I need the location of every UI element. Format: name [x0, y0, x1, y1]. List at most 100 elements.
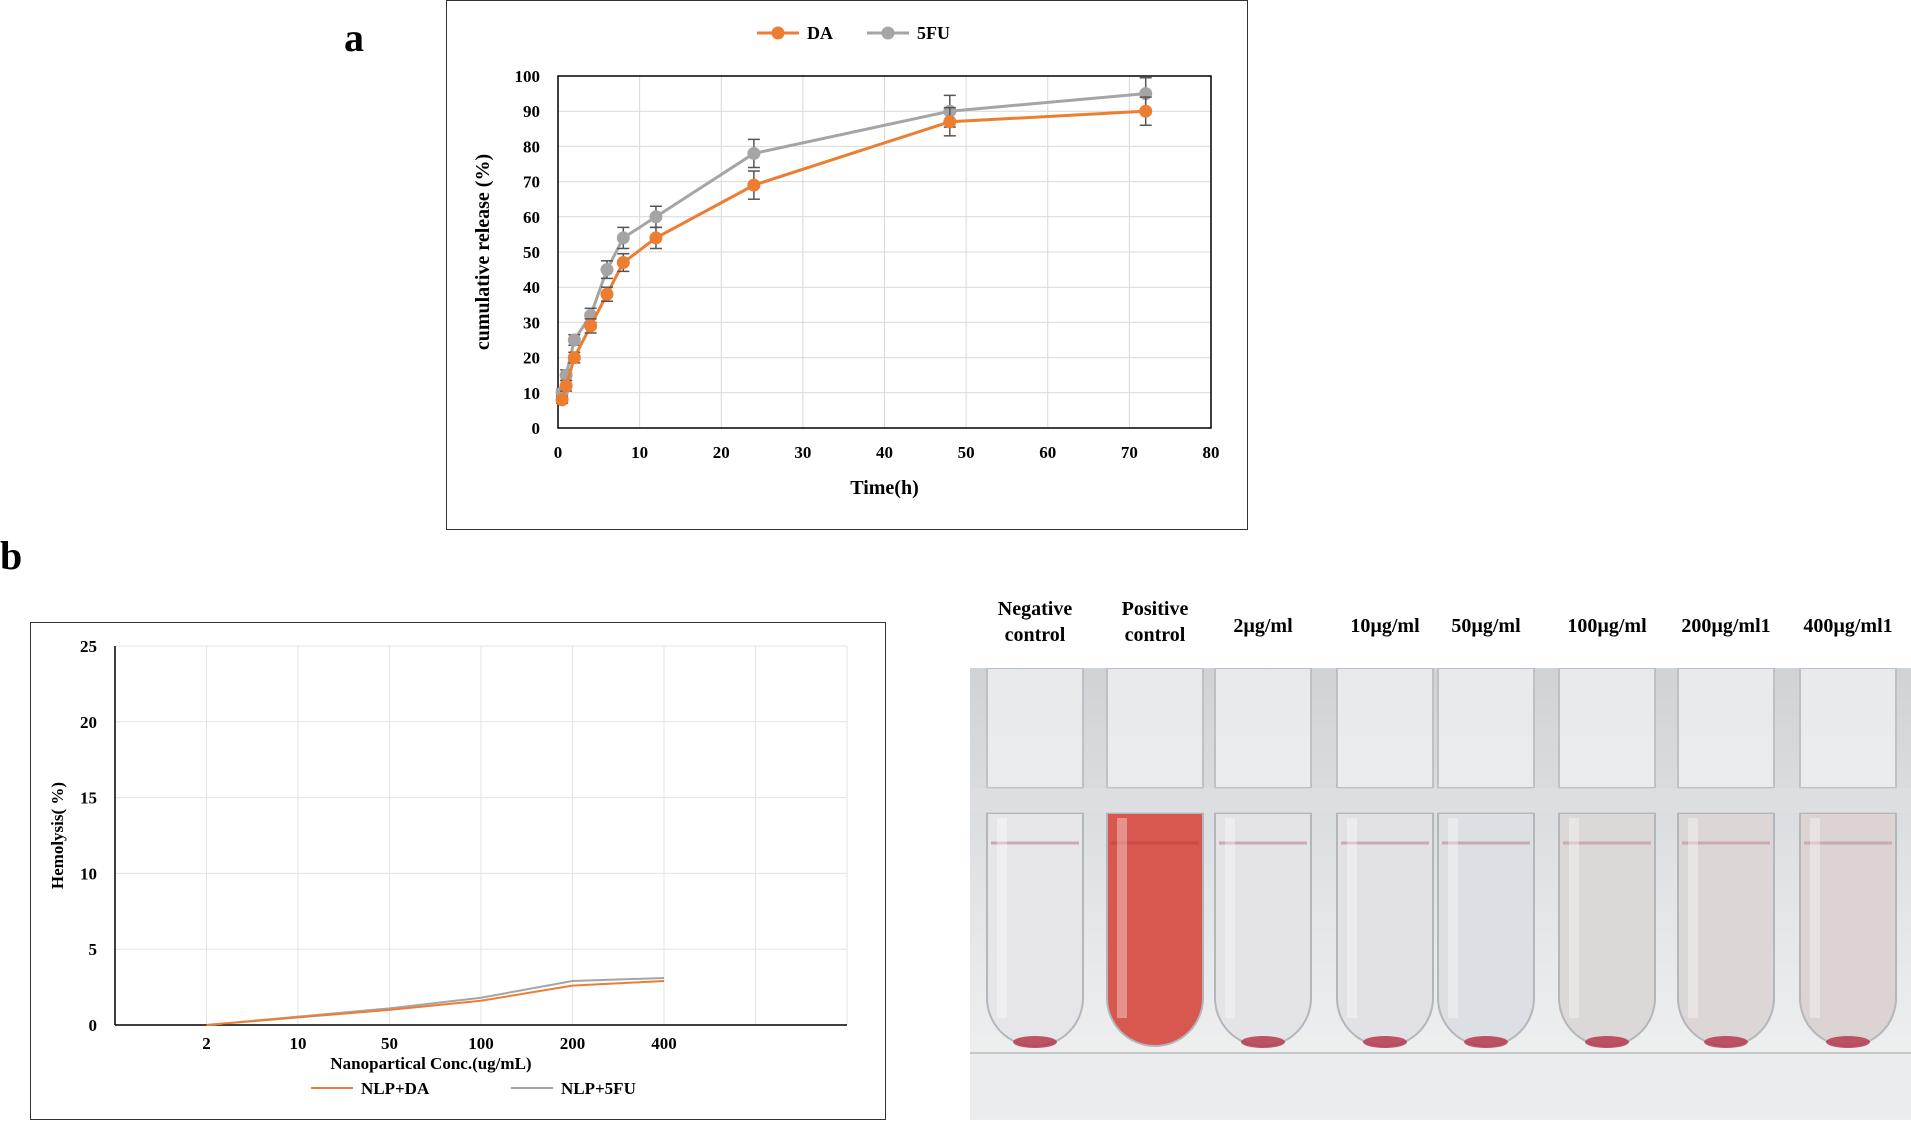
glass-highlight — [1688, 818, 1698, 1018]
data-point — [747, 178, 761, 192]
x-axis-title: Nanopartical Conc.(ug/mL) — [330, 1054, 531, 1073]
y-tick-label: 10 — [80, 864, 97, 883]
rbc-pellet — [1464, 1036, 1508, 1048]
tube-glass-top — [1799, 668, 1897, 789]
x-tick-label: 100 — [468, 1034, 494, 1053]
x-tick-label: 10 — [631, 443, 648, 462]
glass-highlight — [1448, 818, 1458, 1018]
legend-label: DA — [807, 23, 833, 43]
series-5fu — [555, 77, 1153, 400]
data-point — [555, 393, 569, 407]
x-tick-label: 200 — [560, 1034, 586, 1053]
x-tick-label: 60 — [1039, 443, 1056, 462]
glass-highlight — [1225, 818, 1235, 1018]
chart-a-frame: 0 10 20 30 40 50 60 70 80 0 10 20 30 40 50 60 70 80 90 100 T… — [446, 0, 1248, 530]
y-tick-label: 15 — [80, 789, 97, 808]
test-tube — [1437, 668, 1535, 1048]
data-point — [584, 319, 598, 333]
test-tube — [1214, 668, 1312, 1048]
glass-highlight — [997, 818, 1007, 1018]
y-tick-label: 10 — [523, 384, 540, 403]
tube-label: 2µg/ml — [1233, 615, 1293, 637]
data-point — [567, 333, 581, 347]
data-point — [559, 379, 573, 393]
chart-a: 0 10 20 30 40 50 60 70 80 0 10 20 30 40 50 60 70 80 90 100 T… — [472, 23, 1220, 499]
y-axis-title: Hemolysis( %) — [48, 782, 67, 889]
tube-label: 10µg/ml — [1350, 615, 1420, 637]
x-tick-label: 80 — [1203, 443, 1220, 462]
rbc-pellet — [1013, 1036, 1057, 1048]
legend-marker — [771, 26, 785, 40]
test-tube — [1336, 668, 1434, 1048]
data-point — [616, 231, 630, 245]
tube-label: 50µg/ml — [1451, 615, 1521, 637]
glass-highlight — [1347, 818, 1357, 1018]
data-point — [600, 263, 614, 277]
glass-highlight — [1569, 818, 1579, 1018]
test-tube — [1799, 668, 1897, 1048]
test-tube — [1106, 668, 1204, 1047]
tube-label: Negative control — [997, 598, 1073, 646]
y-tick-label: 0 — [532, 419, 541, 438]
tube-liquid — [1106, 812, 1204, 1047]
tube-glass-top — [1677, 668, 1775, 789]
x-tick-label: 70 — [1121, 443, 1138, 462]
data-point — [943, 115, 957, 129]
legend: DA 5FU — [757, 23, 950, 43]
panel-a-label: a — [344, 15, 364, 60]
x-tick-label: 40 — [876, 443, 893, 462]
y-tick-label: 60 — [523, 208, 540, 227]
test-tube — [986, 668, 1084, 1048]
tube-glass-top — [986, 668, 1084, 789]
series-line — [560, 109, 1146, 401]
rack-top-bar — [970, 788, 1911, 813]
legend-label: NLP+DA — [361, 1079, 430, 1098]
rbc-pellet — [1585, 1036, 1629, 1048]
y-tick-label: 20 — [80, 713, 97, 732]
rbc-pellet — [1241, 1036, 1285, 1048]
x-tick-label: 50 — [381, 1034, 398, 1053]
tube-label: 100µg/ml — [1567, 615, 1647, 637]
data-point — [616, 256, 630, 270]
y-tick-label: 20 — [523, 349, 540, 368]
rack-base — [970, 1053, 1911, 1120]
x-tick-label: 10 — [290, 1034, 307, 1053]
plot-area-border — [557, 75, 1212, 429]
test-tube — [1558, 668, 1656, 1048]
y-tick-label: 40 — [523, 278, 540, 297]
x-tick-label: 2 — [202, 1034, 211, 1053]
data-point — [649, 210, 663, 224]
tube-glass-top — [1558, 668, 1656, 789]
data-point — [747, 146, 761, 160]
chart-b: 0 5 10 15 20 25 2 10 50 100 200 400 Nanopartical Con… — [48, 637, 848, 1098]
rbc-pellet — [1363, 1036, 1407, 1048]
y-tick-label: 5 — [89, 940, 98, 959]
x-tick-label: 30 — [794, 443, 811, 462]
y-tick-label: 30 — [523, 313, 540, 332]
legend-marker — [881, 26, 895, 40]
tube-glass-top — [1336, 668, 1434, 789]
glass-highlight — [1810, 818, 1820, 1018]
tube-label: 200µg/ml1 — [1681, 615, 1771, 637]
legend-label: 5FU — [917, 23, 950, 43]
tube-glass-top — [1437, 668, 1535, 789]
rbc-pellet — [1826, 1036, 1870, 1048]
x-axis-title: Time(h) — [850, 477, 919, 499]
series-da — [555, 96, 1153, 407]
series-line-nlp-da — [206, 980, 665, 1026]
legend-label: NLP+5FU — [561, 1079, 636, 1098]
tube-glass-top — [1214, 668, 1312, 789]
data-point — [1139, 104, 1153, 118]
y-tick-label: 50 — [523, 243, 540, 262]
y-tick-label: 100 — [515, 67, 541, 86]
tube-label: Positive control — [1121, 598, 1189, 646]
rbc-pellet — [1704, 1036, 1748, 1048]
glass-highlight — [1117, 818, 1127, 1018]
y-tick-label: 25 — [80, 637, 97, 656]
y-tick-label: 80 — [523, 137, 540, 156]
legend: NLP+DA NLP+5FU — [311, 1079, 636, 1098]
y-tick-label: 90 — [523, 102, 540, 121]
x-tick-label: 50 — [958, 443, 975, 462]
data-point — [600, 287, 614, 301]
x-tick-label: 400 — [651, 1034, 677, 1053]
